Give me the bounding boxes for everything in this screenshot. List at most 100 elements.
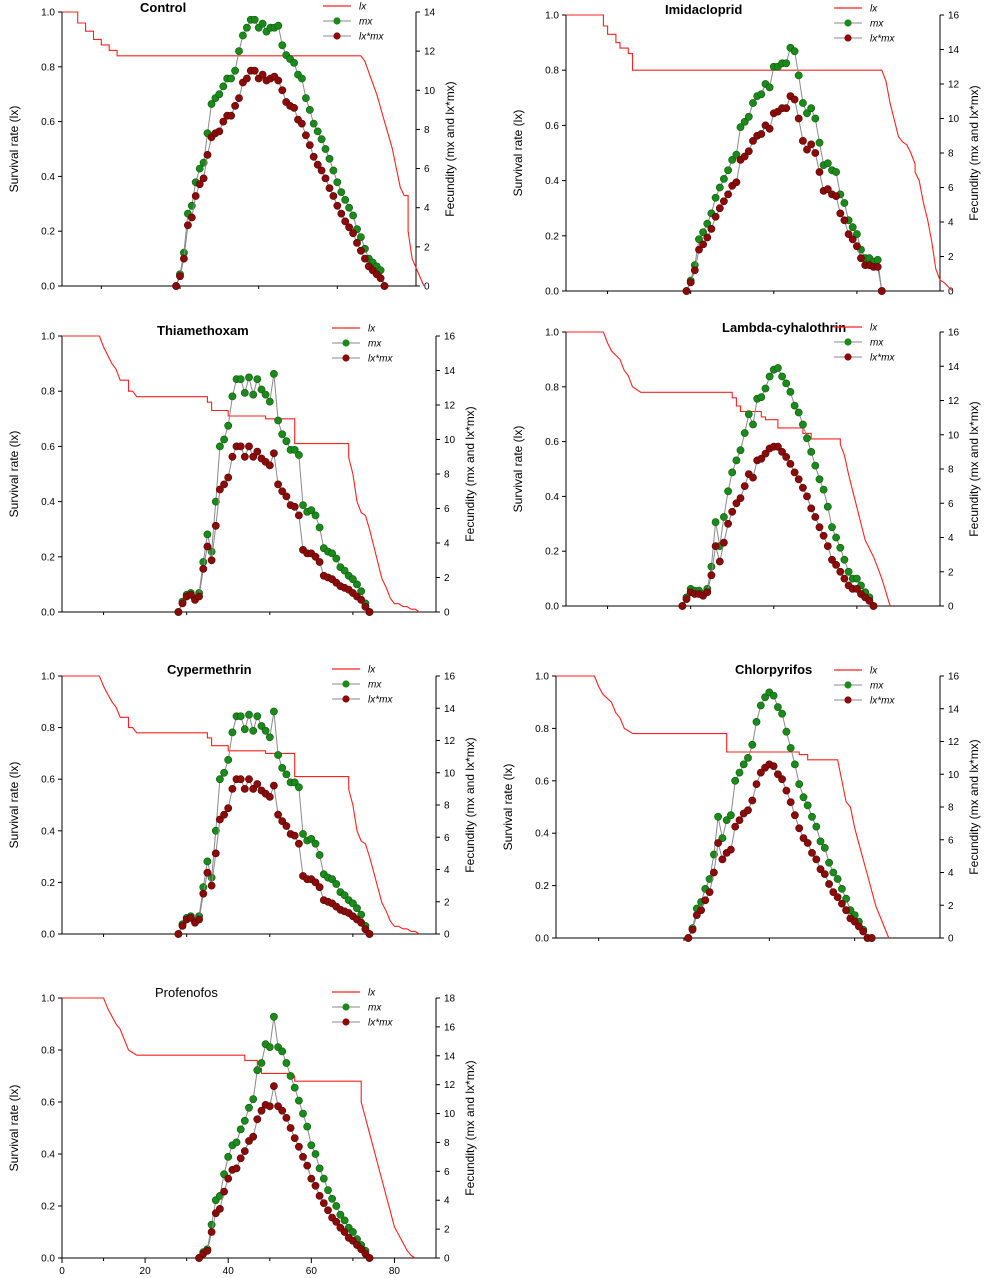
lxmx-point [703,588,712,597]
lxmx-point [786,798,795,806]
y2-tick-label: 8 [444,1138,450,1149]
lxmx-point [278,1106,287,1115]
mx-point [853,574,861,583]
legend-label: mx [368,680,382,691]
mx-point [282,437,291,446]
mx-point [757,393,766,401]
legend-label: lx [870,323,878,334]
lxmx-point [695,245,703,254]
y2-tick-label: 4 [948,533,954,544]
lxmx-point [749,136,757,145]
mx-point [736,123,745,131]
mx-point [825,858,833,867]
lxmx-point [315,883,324,892]
lxmx-point [299,1153,307,1161]
mx-point [207,100,216,108]
lxmx-point [844,230,853,238]
lxmx-point [757,130,766,138]
lxmx-point [808,849,816,857]
y-tick-label: 1.0 [545,328,559,339]
y-tick-label: 0.2 [545,547,559,558]
y2-tick-label: 12 [948,396,960,407]
lxmx-point [215,1205,224,1213]
lxmx-point [853,585,861,593]
y-axis-title: Survival rate (lx) [7,1085,21,1172]
y-tick-label: 0.6 [545,437,559,448]
mx-point [311,839,320,848]
legend-label: lx*mx [870,696,895,707]
mx-point [269,369,278,378]
y-tick-label: 0.8 [41,62,55,73]
mx-point [799,420,807,429]
lxmx-point [682,287,691,295]
lxmx-point [224,473,233,482]
mx-point [340,566,349,575]
mx-point [311,511,320,520]
lxmx-point [752,780,761,788]
mx-point [315,523,324,532]
mx-point [819,485,828,494]
mx-point [724,166,732,175]
lxmx-point [231,102,239,110]
lxmx-point [365,1254,374,1262]
lxmx-point [376,274,385,283]
mx-point [739,760,748,769]
mx-point [333,178,342,187]
y-tick-label: 0.8 [535,724,549,735]
x-tick-label: 20 [140,1266,152,1277]
lxmx-point [732,499,741,508]
mx-point [774,703,782,711]
lxmx-point [290,831,299,840]
mx-point [848,223,857,232]
lxmx-point [857,254,865,263]
lxmx-point [224,804,233,813]
y2-tick-label: 4 [444,1196,450,1207]
lxmx-point [815,523,824,532]
mx-point [240,1116,249,1125]
mx-point [714,812,722,821]
lxmx-point [236,775,245,784]
lxmx-point [253,1115,262,1124]
lxmx-point [799,483,807,492]
mx-point [315,851,324,859]
legend-swatch-lxmx [342,354,350,362]
y-tick-label: 1.0 [545,11,559,22]
mx-point [307,506,316,515]
lxmx-point [757,454,766,463]
lxmx-point [174,608,183,616]
y2-tick-label: 16 [948,328,960,339]
lxmx-point [274,480,282,489]
y2-tick-label: 4 [444,865,450,876]
mx-point [203,857,212,866]
y2-tick-label: 8 [424,125,430,136]
y2-tick-label: 2 [948,567,954,578]
y2-tick-label: 4 [444,539,450,550]
y2-axis-title: Fecundity (mx and lx*mx) [967,739,981,874]
x-tick-label: 0 [59,1266,65,1277]
lxmx-point [778,447,786,456]
mx-point [224,421,233,430]
mx-point [844,567,853,576]
lxmx-point [790,95,799,104]
mx-point [345,203,353,212]
lxmx-point [294,511,303,520]
mx-point [290,778,299,787]
legend-label: mx [368,339,382,350]
lxmx-point [732,178,741,187]
lxmx-point [840,216,849,225]
mx-point [290,59,298,67]
mx-point [299,501,307,509]
lxmx-point [219,117,228,126]
lxmx-point [718,855,727,864]
lxmx-point [240,785,249,793]
mx-point [242,23,251,32]
x-tick-label: 40 [223,1266,235,1277]
lxmx-point [825,880,833,888]
mx-point [211,497,220,506]
mx-point [744,112,753,121]
lxmx-point [782,786,791,795]
lxmx-point [688,925,697,934]
mx-point [238,31,247,40]
lxmx-point [848,235,857,244]
lxmx-point [836,567,845,576]
